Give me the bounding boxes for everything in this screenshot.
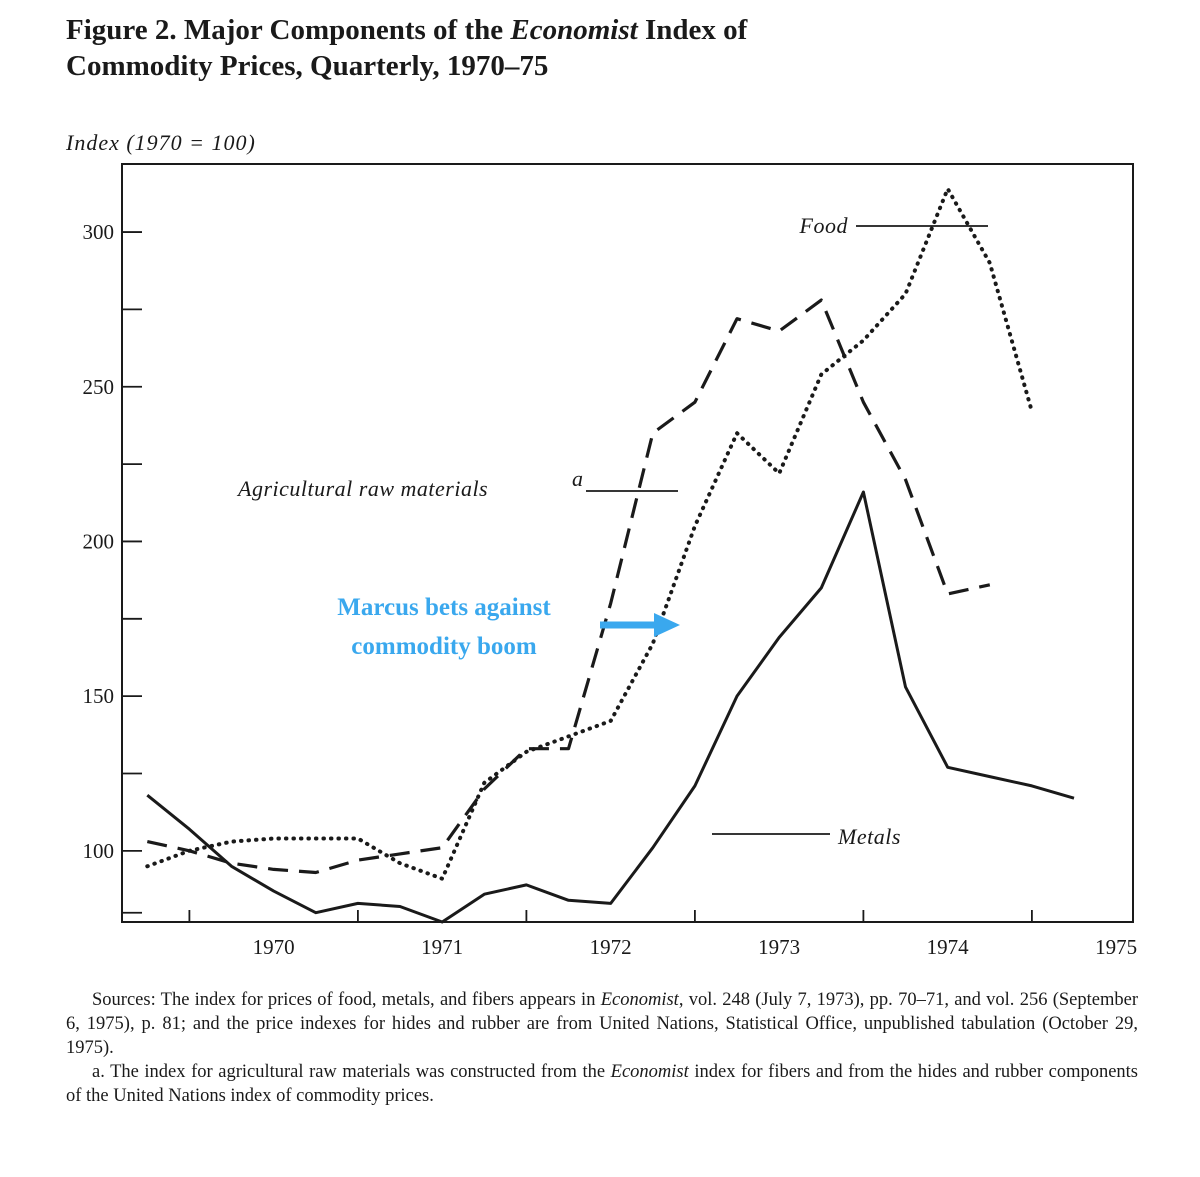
figure-title-line-1: Figure 2. Major Components of the Econom… — [66, 12, 1066, 48]
x-tick-label: 1973 — [758, 935, 800, 959]
chart-axes: 100 150 200 250 300 1970 1971 1972 1973 1974 1975 — [83, 163, 1137, 959]
annotation-line-2: commodity boom — [351, 633, 537, 660]
figure-title-line-2: Commodity Prices, Quarterly, 1970–75 — [66, 50, 549, 82]
x-tick-label: 1974 — [927, 935, 970, 959]
y-tick-label: 150 — [83, 684, 115, 708]
x-tick-label: 1970 — [253, 935, 295, 959]
figure-title: Figure 2. Major Components of the Econom… — [66, 12, 1066, 84]
metals-label: Metals — [837, 824, 901, 849]
chart-labels: Food Agricultural raw materials a Metals Mar… — [236, 213, 988, 849]
sources-em: Economist — [600, 990, 679, 1010]
footnote-a-em: Economist — [610, 1062, 689, 1082]
sources-label: Sources — [92, 990, 151, 1010]
sources-text-a: : The index for prices of food, metals, … — [150, 990, 601, 1010]
title-text-2: Index of — [637, 14, 748, 46]
plot-frame — [121, 163, 1134, 923]
annotation-arrow-head — [654, 613, 680, 637]
chart-series — [145, 186, 1075, 924]
footnote-a-prefix: a. The index for agricultural raw materi… — [92, 1062, 611, 1082]
series-line-dotted — [145, 186, 1034, 881]
y-tick-label: 300 — [83, 220, 115, 244]
y-tick-label: 200 — [83, 529, 115, 553]
agricultural-label: Agricultural raw materials — [236, 476, 488, 501]
x-tick-label: 1975 — [1095, 935, 1137, 959]
series-line-dashed — [146, 298, 991, 875]
footnote-a-suffix: index for fibers and from the hides and … — [66, 1062, 1139, 1106]
title-emphasis: Economist — [510, 14, 638, 46]
x-tick-label: 1971 — [421, 935, 463, 959]
agricultural-footnote-mark: a — [572, 466, 584, 491]
y-tick-label: 250 — [83, 375, 115, 399]
title-text-1: Figure 2. Major Components of the — [66, 14, 511, 46]
sources-text-b: , vol. 248 (July 7, 1973), pp. 70–71, an… — [66, 990, 1138, 1058]
food-label: Food — [799, 213, 849, 238]
series-line-solid — [146, 490, 1075, 924]
sources-paragraph: Sources: The index for prices of food, m… — [66, 988, 1138, 1060]
footnote-a: a. The index for agricultural raw materi… — [66, 1060, 1138, 1108]
sources-note: Sources: The index for prices of food, m… — [66, 988, 1138, 1108]
y-axis-label: Index (1970 = 100) — [66, 130, 256, 155]
annotation-line-1: Marcus bets against — [337, 594, 551, 621]
y-tick-label: 100 — [83, 839, 115, 863]
x-tick-label: 1972 — [590, 935, 632, 959]
